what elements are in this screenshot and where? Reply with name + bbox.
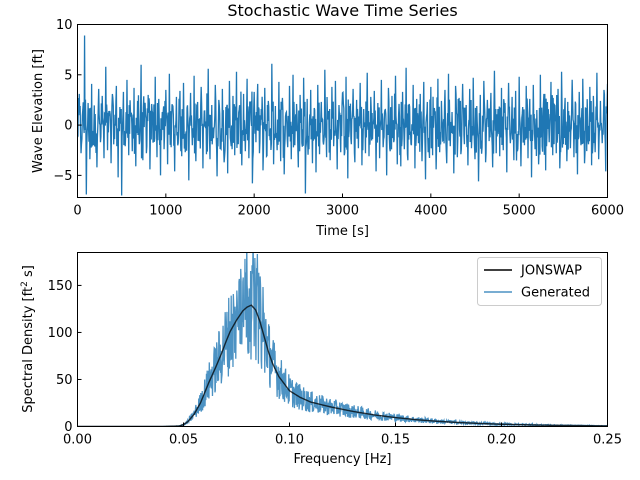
chart1-xtick-label: 2000 [238, 204, 271, 219]
chart1-xtick-label: 0 [73, 204, 81, 219]
chart1-xtick-label: 3000 [326, 204, 359, 219]
chart2-xlabel: Frequency [Hz] [293, 452, 391, 467]
time-series-line [77, 35, 608, 196]
chart1-ytick-label: 0 [64, 119, 72, 134]
chart2-ylabel-sup: 2 [20, 281, 30, 287]
chart1-ytick-label: 5 [64, 68, 72, 83]
chart2-ytick-label: 100 [48, 326, 73, 341]
chart2-ylabel: Spectral Density [ft2 s] [20, 265, 36, 413]
chart1-plot-area [77, 35, 608, 196]
chart2-xtick-label: 0.20 [487, 433, 516, 448]
chart2-xtick-label: 0.00 [63, 433, 92, 448]
legend-label-generated: Generated [521, 286, 590, 301]
legend-label-jonswap: JONSWAP [520, 264, 582, 279]
chart2-ylabel-tail: s] [21, 265, 36, 281]
chart1-xlabel: Time [s] [315, 224, 369, 239]
chart1-xtick-label: 1000 [149, 204, 182, 219]
chart1-ytick-label: 10 [56, 18, 73, 33]
chart1-xtick-label: 4000 [414, 204, 447, 219]
chart1-ylabel: Wave Elevation [ft] [31, 49, 46, 173]
chart2-ytick-label: 150 [48, 279, 73, 294]
time-series-chart: Stochastic Wave Time Series 0 1000 2000 300… [31, 1, 624, 239]
chart1-xtick-label: 6000 [591, 204, 624, 219]
chart2-frame [77, 252, 608, 427]
chart1-frame [77, 24, 608, 198]
spectrum-chart: 0.00 0.05 0.10 0.15 0.20 0.25 0 50 100 150 Freque… [20, 252, 622, 467]
chart1-xtick-label: 5000 [503, 204, 536, 219]
chart1-title: Stochastic Wave Time Series [227, 1, 457, 20]
chart2-ytick-label: 0 [64, 420, 72, 435]
chart2-xtick-label: 0.15 [381, 433, 410, 448]
chart2-xtick-label: 0.05 [169, 433, 198, 448]
chart2-ylabel-main: Spectral Density [ft [21, 287, 36, 413]
chart2-xtick-label: 0.10 [275, 433, 304, 448]
chart2-ytick-label: 50 [56, 373, 73, 388]
chart2-legend: JONSWAP Generated [477, 257, 602, 306]
chart2-xtick-label: 0.25 [593, 433, 622, 448]
chart1-ticks: 0 1000 2000 3000 4000 5000 6000 −5 0 5 10 [53, 18, 624, 219]
chart2-ticks: 0.00 0.05 0.10 0.15 0.20 0.25 0 50 100 150 [48, 279, 622, 448]
chart1-ytick-label: −5 [53, 169, 72, 184]
